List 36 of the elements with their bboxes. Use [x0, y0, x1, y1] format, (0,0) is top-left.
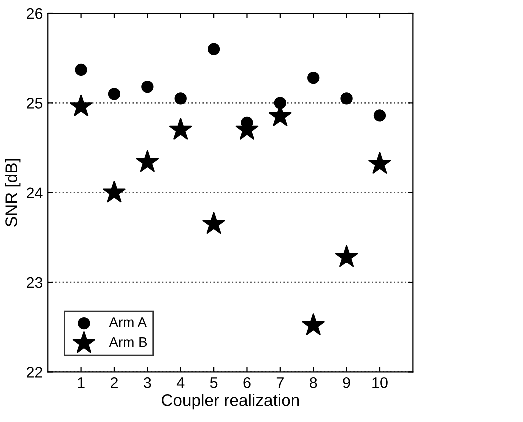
point — [108, 88, 121, 100]
x-tick-label: 1 — [78, 378, 85, 388]
point — [136, 150, 160, 172]
point — [374, 110, 386, 122]
y-tick-label: 26 — [27, 8, 43, 20]
point — [70, 94, 93, 117]
y-tick-label: 22 — [27, 367, 42, 378]
point — [202, 212, 226, 234]
point — [142, 80, 154, 94]
legend-label: Arm A — [109, 318, 148, 328]
point — [308, 72, 320, 84]
x-tick-label: 5 — [210, 378, 218, 388]
point — [75, 64, 88, 76]
point — [368, 152, 392, 174]
point — [274, 97, 286, 110]
x-tick-label: 3 — [144, 377, 152, 388]
point — [340, 92, 353, 105]
x-axis-title: Coupler realization — [162, 394, 300, 410]
point — [335, 246, 358, 268]
x-tick-label: 6 — [244, 377, 251, 388]
x-tick-label: 9 — [343, 377, 350, 388]
y-tick-label: 24 — [27, 188, 43, 198]
point — [208, 43, 220, 56]
x-tick-label: 4 — [176, 378, 185, 388]
x-tick-label: 10 — [372, 377, 388, 388]
x-tick-label: 8 — [310, 377, 318, 388]
y-axis-title: SNR [dB] — [5, 159, 21, 227]
legend-label: Arm B — [109, 338, 148, 348]
y-tick-label: 23 — [27, 277, 43, 288]
point — [302, 314, 325, 336]
point — [103, 180, 126, 203]
x-tick-label: 2 — [111, 377, 118, 388]
point — [174, 92, 187, 105]
y-tick-label: 25 — [27, 98, 43, 109]
x-tick-label: 7 — [276, 378, 284, 388]
point — [170, 118, 192, 140]
